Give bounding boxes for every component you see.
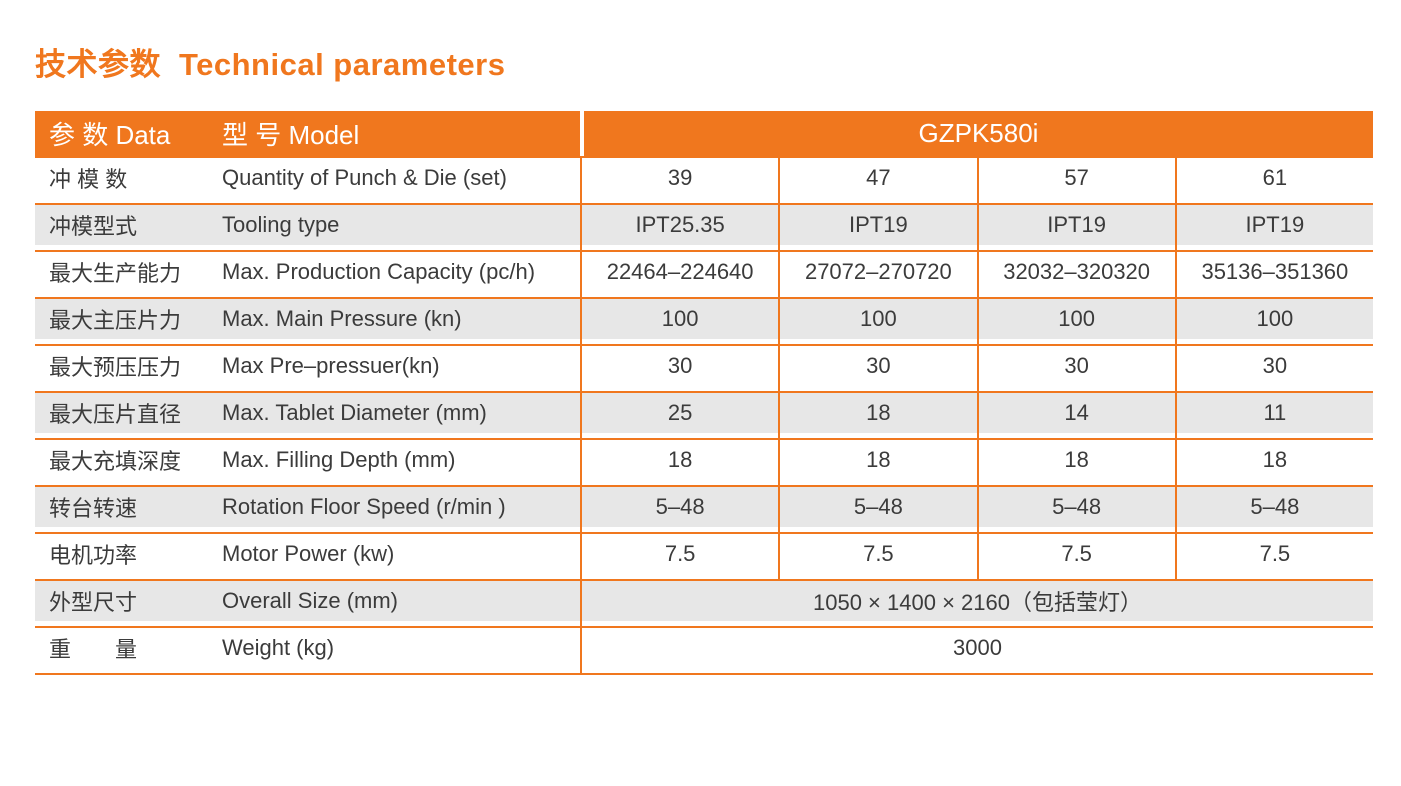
row-label-cell: 冲 模 数 Quantity of Punch & Die (set)	[35, 158, 580, 198]
cell-value: 100	[1176, 299, 1373, 339]
table-row: 重 量 Weight (kg) 3000	[35, 626, 1373, 668]
cell-value: 5–48	[780, 487, 977, 527]
row-label-cn: 重 量	[49, 637, 138, 662]
cell-value: 25	[582, 393, 779, 433]
cell-value-span: 1050 × 1400 × 2160（包括莹灯）	[582, 581, 1373, 621]
row-label-cell: 最大生产能力 Max. Production Capacity (pc/h)	[35, 252, 580, 292]
technical-parameters-table: 参 数 Data 型 号 Model GZPK580i 冲 模 数 Quantit…	[35, 111, 1373, 675]
cell-value: 14	[978, 393, 1175, 433]
row-label-cn: 电机功率	[49, 543, 138, 568]
cell-value: IPT19	[780, 205, 977, 245]
cell-value-span: 3000	[582, 628, 1373, 668]
cell-value: 18	[978, 440, 1175, 480]
column-divider	[1174, 156, 1177, 581]
row-label-cell: 最大充填深度 Max. Filling Depth (mm)	[35, 440, 580, 480]
table-row: 最大预压压力 Max Pre–pressuer(kn) 30 30 30 30	[35, 344, 1373, 386]
row-label-cell: 转台转速 Rotation Floor Speed (r/min )	[35, 487, 580, 527]
page-title-en: Technical parameters	[179, 47, 506, 82]
column-divider	[580, 156, 582, 675]
row-label-en: Quantity of Punch & Die (set)	[222, 165, 507, 190]
row-label-en: Overall Size (mm)	[222, 588, 399, 613]
row-label-cell: 外型尺寸 Overall Size (mm)	[35, 581, 580, 621]
cell-value: 5–48	[1176, 487, 1373, 527]
cell-value: IPT25.35	[582, 205, 779, 245]
cell-value: 7.5	[1176, 534, 1373, 574]
table-header-row: 参 数 Data 型 号 Model GZPK580i	[35, 111, 1373, 156]
cell-value: 100	[582, 299, 779, 339]
row-label-cn: 冲 模 数	[49, 167, 128, 192]
cell-value: 30	[1176, 346, 1373, 386]
cell-value: 5–48	[582, 487, 779, 527]
header-param-label: 参 数 Data	[49, 120, 171, 150]
cell-value: 18	[780, 440, 977, 480]
cell-value: 61	[1176, 158, 1373, 198]
cell-value: 30	[582, 346, 779, 386]
row-label-en: Motor Power (kw)	[222, 541, 395, 566]
row-label-cell: 冲模型式 Tooling type	[35, 205, 580, 245]
cell-value: 57	[978, 158, 1175, 198]
row-label-cell: 最大压片直径 Max. Tablet Diameter (mm)	[35, 393, 580, 433]
cell-value: 5–48	[978, 487, 1175, 527]
cell-value: 39	[582, 158, 779, 198]
cell-value: 100	[780, 299, 977, 339]
cell-value: 27072–270720	[780, 252, 977, 292]
header-model-label: 型 号 Model	[222, 120, 360, 150]
row-label-en: Max. Filling Depth (mm)	[222, 447, 456, 472]
cell-value: 7.5	[582, 534, 779, 574]
row-label-cell: 最大预压压力 Max Pre–pressuer(kn)	[35, 346, 580, 386]
header-divider	[580, 111, 584, 156]
table-row: 电机功率 Motor Power (kw) 7.5 7.5 7.5 7.5	[35, 532, 1373, 574]
cell-value: IPT19	[978, 205, 1175, 245]
row-label-en: Tooling type	[222, 212, 340, 237]
table-row: 最大充填深度 Max. Filling Depth (mm) 18 18 18 1…	[35, 438, 1373, 480]
table-row: 最大压片直径 Max. Tablet Diameter (mm) 25 18 14…	[35, 391, 1373, 433]
row-label-cell: 重 量 Weight (kg)	[35, 628, 580, 668]
table-row: 最大主压片力 Max. Main Pressure (kn) 100 100 10…	[35, 297, 1373, 339]
cell-value: 30	[780, 346, 977, 386]
row-label-en: Weight (kg)	[222, 635, 335, 660]
row-label-cell: 电机功率 Motor Power (kw)	[35, 534, 580, 574]
column-divider	[778, 156, 781, 581]
row-label-en: Max Pre–pressuer(kn)	[222, 353, 440, 378]
cell-value: 18	[1176, 440, 1373, 480]
row-label-cell: 最大主压片力 Max. Main Pressure (kn)	[35, 299, 580, 339]
cell-value: 18	[780, 393, 977, 433]
table-row: 冲模型式 Tooling type IPT25.35 IPT19 IPT19 IP…	[35, 203, 1373, 245]
page-title-cn: 技术参数	[35, 47, 161, 82]
page-title: 技术参数 Technical parameters	[35, 46, 1401, 84]
table-row: 转台转速 Rotation Floor Speed (r/min ) 5–48 5…	[35, 485, 1373, 527]
row-label-cn: 最大生产能力	[49, 261, 182, 286]
row-label-cn: 冲模型式	[49, 214, 138, 239]
cell-value: 22464–224640	[582, 252, 779, 292]
row-label-cn: 最大充填深度	[49, 449, 182, 474]
row-label-cn: 最大主压片力	[49, 308, 182, 333]
row-label-en: Max. Main Pressure (kn)	[222, 306, 462, 331]
header-cell-labels: 参 数 Data 型 号 Model	[35, 111, 580, 156]
table-row: 最大生产能力 Max. Production Capacity (pc/h) 22…	[35, 250, 1373, 292]
row-label-cn: 最大压片直径	[49, 402, 182, 427]
row-label-cn: 外型尺寸	[49, 590, 138, 615]
cell-value: 18	[582, 440, 779, 480]
row-label-en: Max. Production Capacity (pc/h)	[222, 259, 536, 284]
cell-value: 32032–320320	[978, 252, 1175, 292]
cell-value: 47	[780, 158, 977, 198]
cell-value: 100	[978, 299, 1175, 339]
cell-value: 7.5	[978, 534, 1175, 574]
column-divider	[976, 156, 979, 581]
row-label-cn: 转台转速	[49, 496, 138, 521]
row-label-en: Rotation Floor Speed (r/min )	[222, 494, 506, 519]
cell-value: 11	[1176, 393, 1373, 433]
cell-value: 7.5	[780, 534, 977, 574]
table-row: 外型尺寸 Overall Size (mm) 1050 × 1400 × 2160…	[35, 579, 1373, 621]
table-bottom-rule	[35, 673, 1373, 675]
row-label-cn: 最大预压压力	[49, 355, 182, 380]
cell-value: 35136–351360	[1176, 252, 1373, 292]
cell-value: IPT19	[1176, 205, 1373, 245]
cell-value: 30	[978, 346, 1175, 386]
header-cell-model-value: GZPK580i	[584, 111, 1373, 156]
table-row: 冲 模 数 Quantity of Punch & Die (set) 39 47…	[35, 156, 1373, 198]
row-label-en: Max. Tablet Diameter (mm)	[222, 400, 487, 425]
